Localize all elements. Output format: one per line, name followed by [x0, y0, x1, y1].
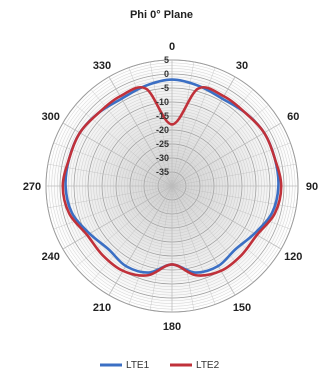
angle-tick-label: 90: [306, 181, 318, 193]
angle-tick-label: 30: [236, 60, 248, 72]
grid-spoke: [75, 185, 173, 268]
grid-spoke: [171, 185, 291, 230]
angle-tick-label: 60: [287, 111, 299, 123]
angle-tick-label: 330: [93, 60, 111, 72]
grid-spoke: [47, 163, 173, 187]
angle-tick-label: 270: [23, 181, 41, 193]
grid-spoke: [171, 185, 216, 305]
legend: LTE1 LTE2: [100, 360, 220, 371]
grid-spoke: [171, 185, 282, 250]
grid-spoke: [128, 185, 173, 305]
angle-tick-label: 150: [233, 302, 251, 314]
radial-tick-label: -5: [161, 83, 169, 93]
grid-spoke: [62, 122, 173, 187]
grid-spoke: [171, 89, 254, 187]
grid-spoke: [171, 185, 269, 268]
angle-tick-label: 300: [42, 111, 60, 123]
radial-tick-label: -30: [156, 153, 169, 163]
series-line-lte2: [61, 85, 283, 277]
angle-tick-label: 210: [93, 302, 111, 314]
radial-tick-label: 5: [164, 55, 169, 65]
grid-spoke: [108, 185, 173, 296]
legend-label-lte1: LTE1: [126, 360, 150, 371]
grid-spoke: [149, 185, 173, 311]
grid-spoke: [90, 89, 173, 187]
grid-spoke: [171, 122, 282, 187]
plot-area: 50-5-10-15-20-25-30-35030609012015018021…: [23, 41, 318, 333]
grid-spoke: [62, 185, 173, 250]
chart-title: Phi 0° Plane: [130, 9, 193, 21]
grid-spoke: [90, 185, 173, 283]
angle-tick-label: 240: [42, 251, 60, 263]
grid-spoke: [171, 185, 195, 311]
angle-tick-label: 120: [284, 251, 302, 263]
radial-tick-label: -35: [156, 167, 169, 177]
grid-spoke: [53, 185, 173, 230]
radial-tick-label: 0: [164, 69, 169, 79]
legend-label-lte2: LTE2: [196, 360, 220, 371]
radial-tick-label: -15: [156, 111, 169, 121]
grid-spoke: [108, 76, 173, 187]
angle-tick-label: 0: [169, 41, 175, 53]
radial-tick-label: -20: [156, 125, 169, 135]
angle-tick-label: 180: [163, 321, 181, 333]
grid-spoke: [171, 76, 236, 187]
grid-spoke: [171, 163, 297, 187]
grid-spoke: [171, 185, 254, 283]
grid-spoke: [171, 185, 236, 296]
radial-tick-label: -25: [156, 139, 169, 149]
radial-tick-label: -10: [156, 97, 169, 107]
